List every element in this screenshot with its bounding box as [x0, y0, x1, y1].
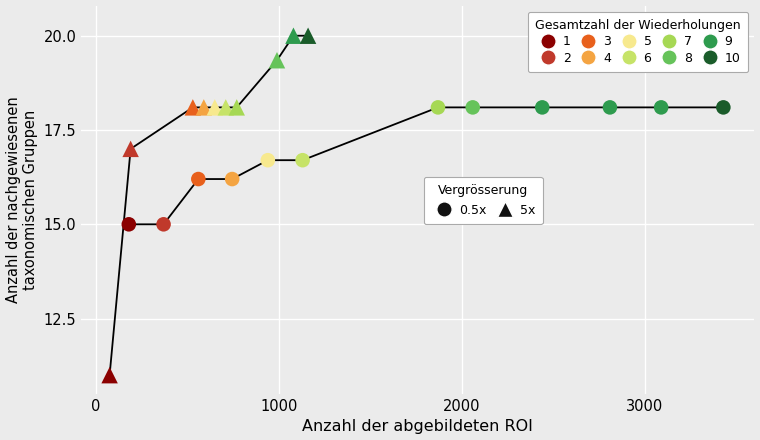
Point [192, 176, 204, 183]
Point [122, 221, 135, 228]
Point [287, 32, 299, 39]
Point [261, 157, 274, 164]
Point [198, 104, 210, 111]
Y-axis label: Anzahl der nachgewiesenen
taxonomischen Gruppen: Anzahl der nachgewiesenen taxonomischen … [5, 96, 38, 303]
Point [536, 104, 548, 111]
Point [604, 104, 616, 111]
Point [271, 57, 283, 64]
Point [157, 221, 169, 228]
Point [231, 104, 243, 111]
X-axis label: Anzahl der abgebildeten ROI: Anzahl der abgebildeten ROI [302, 419, 534, 434]
Point [103, 372, 116, 379]
Point [125, 145, 137, 152]
Point [220, 104, 232, 111]
Point [717, 104, 730, 111]
Point [296, 157, 309, 164]
Point [209, 104, 221, 111]
Point [226, 176, 238, 183]
Point [432, 104, 444, 111]
Legend: 0.5x, 5x: 0.5x, 5x [424, 177, 543, 224]
Point [302, 32, 314, 39]
Point [467, 104, 479, 111]
Point [187, 104, 199, 111]
Point [655, 104, 667, 111]
